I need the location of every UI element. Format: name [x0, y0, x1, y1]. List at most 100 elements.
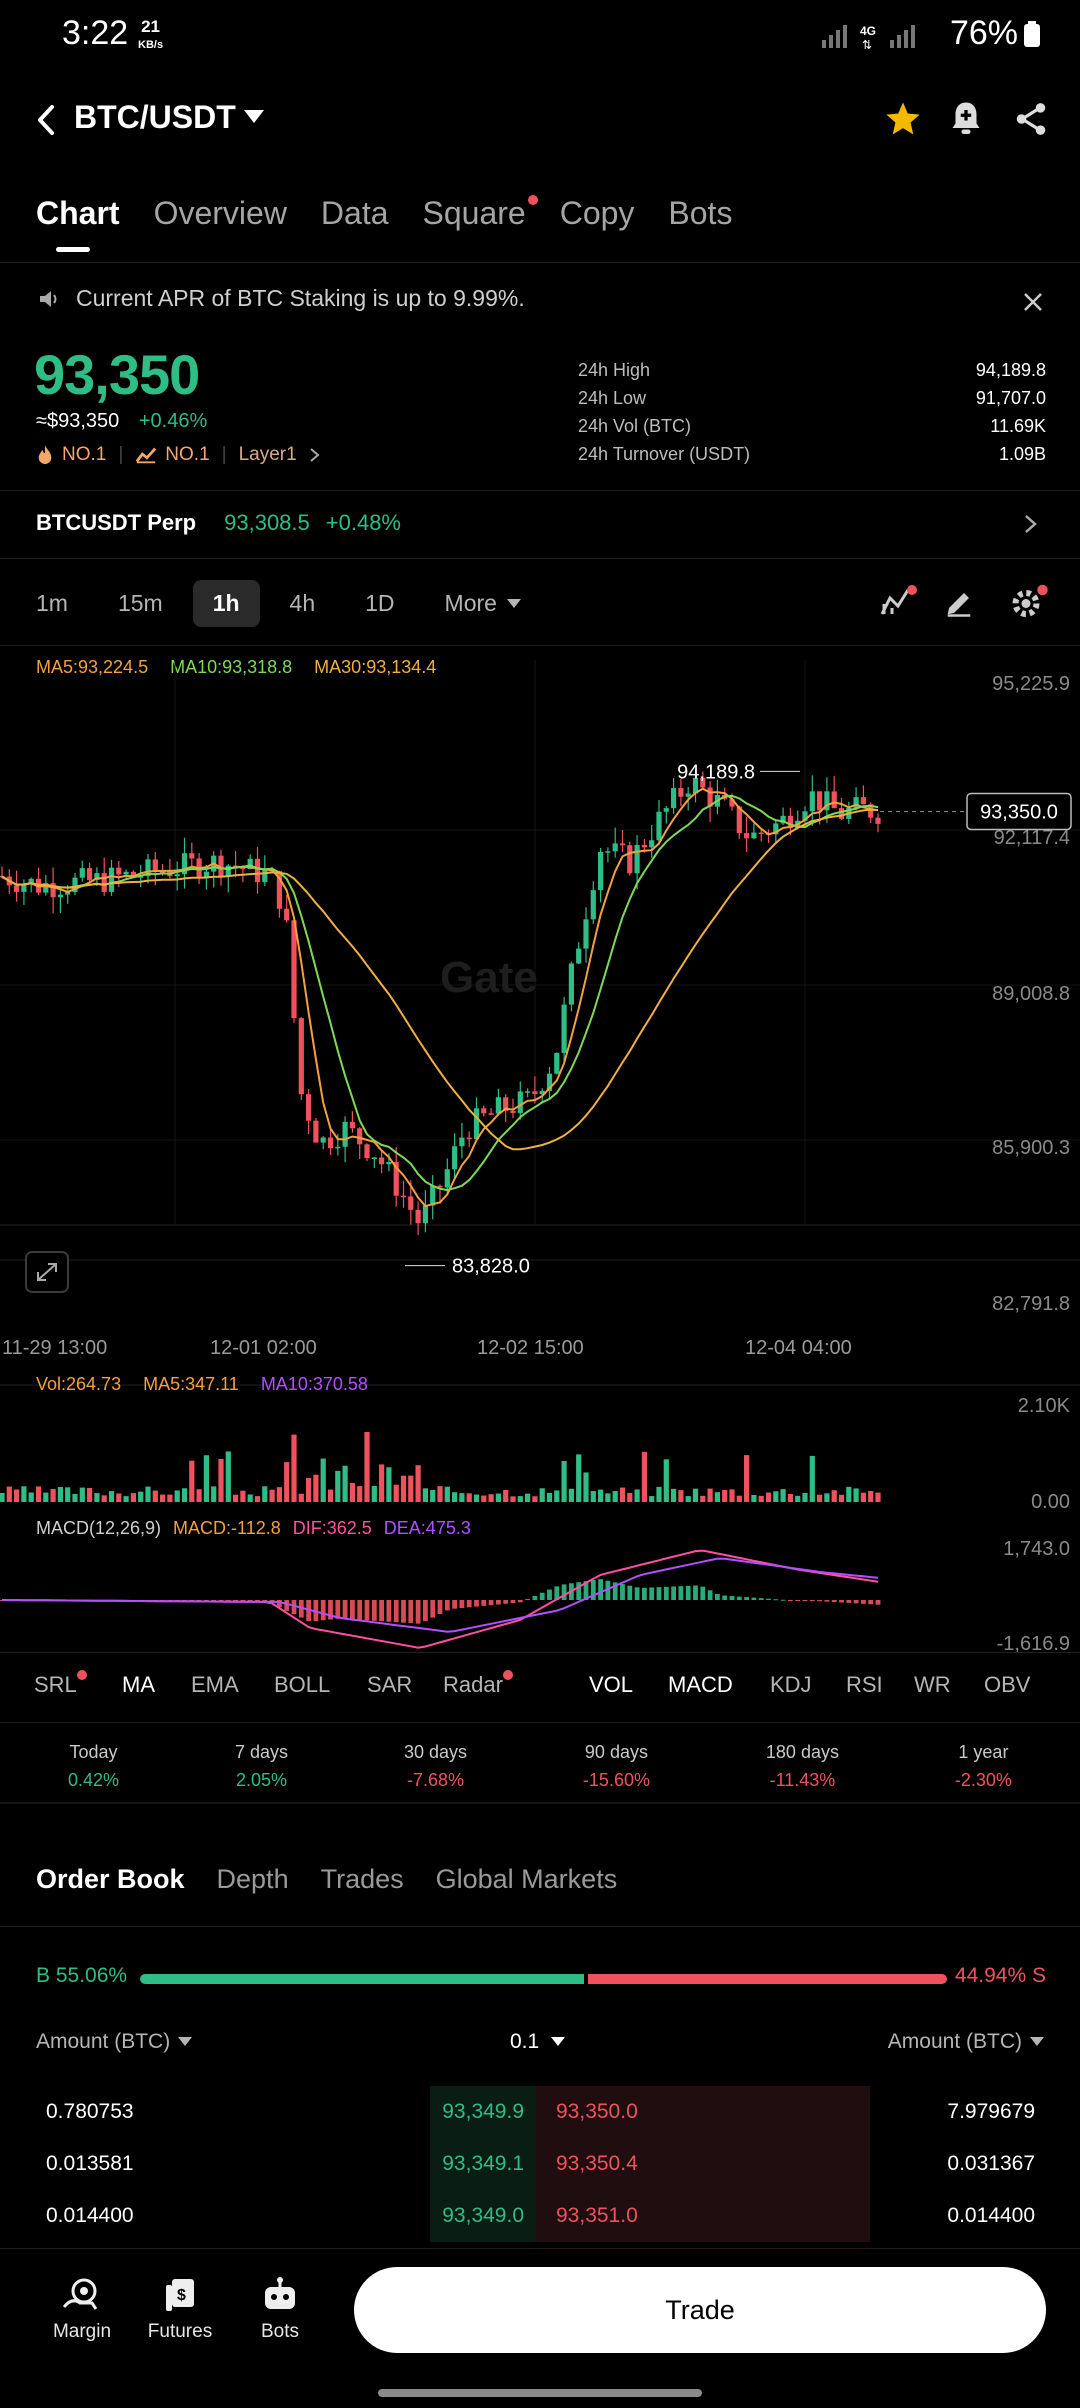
kline-chart[interactable]: Gate 95,225.9 92,117.4 89,008.8 85,900.3 82,…: [0, 640, 1080, 1660]
nav-futures[interactable]: $ Futures: [140, 2277, 220, 2343]
volume-bar: [400, 1475, 407, 1502]
volume-bar: [79, 1487, 85, 1502]
tab-global-markets[interactable]: Global Markets: [435, 1864, 618, 1894]
indicator-srl[interactable]: SRL: [34, 1670, 87, 1698]
indicator-boll[interactable]: BOLL: [274, 1672, 331, 1697]
back-arrow-icon[interactable]: [34, 103, 58, 137]
settings-gear-icon[interactable]: [1008, 584, 1050, 620]
candle: [634, 844, 640, 874]
volume-bar: [225, 1451, 231, 1502]
price-precision-select[interactable]: 0.1: [510, 2030, 566, 2054]
close-icon[interactable]: [1022, 291, 1044, 313]
trade-button[interactable]: Trade: [354, 2267, 1046, 2353]
candle: [444, 1169, 450, 1188]
interval-more[interactable]: More: [425, 580, 541, 627]
indicator-icon[interactable]: [878, 584, 918, 620]
interval-1h[interactable]: 1h: [192, 580, 260, 627]
perp-row[interactable]: BTCUSDT Perp 93,308.5 +0.48%: [36, 510, 401, 535]
indicator-vol[interactable]: VOL: [589, 1672, 634, 1697]
indicator-kdj[interactable]: KDJ: [770, 1672, 812, 1697]
volume-bar: [291, 1434, 297, 1502]
indicator-radar[interactable]: Radar: [443, 1670, 513, 1698]
tab-overview[interactable]: Overview: [153, 195, 287, 231]
chevron-right-icon[interactable]: [1024, 514, 1038, 534]
interval-4h[interactable]: 4h: [289, 590, 316, 616]
amount-unit-right[interactable]: Amount (BTC): [888, 2030, 1044, 2054]
macd-histogram-bar: [386, 1600, 392, 1622]
candle: [386, 1162, 392, 1165]
candle: [452, 1146, 458, 1170]
draw-pencil-icon[interactable]: [944, 588, 974, 618]
volume-bar: [101, 1495, 107, 1502]
volume-bar: [831, 1490, 837, 1502]
indicator-wr[interactable]: WR: [914, 1672, 951, 1697]
notice-banner[interactable]: Current APR of BTC Staking is up to 9.99…: [36, 285, 525, 312]
volume-bar: [707, 1488, 713, 1502]
indicator-ma[interactable]: MA: [122, 1672, 155, 1697]
candle: [28, 878, 34, 885]
pair-title[interactable]: BTC/USDT: [74, 99, 236, 135]
candle: [130, 871, 136, 877]
stats-labels: 24h High 24h Low 24h Vol (BTC) 24h Turno…: [578, 360, 751, 464]
tab-data[interactable]: Data: [320, 195, 389, 231]
interval-1d[interactable]: 1D: [365, 590, 395, 616]
period-7d: 7 days 2.05%: [234, 1742, 288, 1790]
volume-bar: [284, 1462, 290, 1502]
orderbook-row[interactable]: 0.780753 93,349.9 93,350.0 7.979679: [0, 2086, 1080, 2138]
macd-histogram-bar: [233, 1600, 238, 1601]
notification-dot: [502, 1670, 513, 1680]
indicator-rsi[interactable]: RSI: [846, 1672, 883, 1697]
candle: [546, 1073, 553, 1091]
candle: [79, 868, 85, 878]
macd-histogram-bar: [452, 1600, 457, 1609]
price-change: +0.46%: [138, 410, 208, 432]
bot-icon: [265, 2277, 295, 2309]
tab-bots[interactable]: Bots: [668, 195, 733, 231]
tab-depth[interactable]: Depth: [216, 1864, 289, 1894]
divider: [0, 1722, 1080, 1723]
amount-unit-left[interactable]: Amount (BTC): [36, 2030, 193, 2054]
macd-histogram-bar: [539, 1592, 545, 1600]
margin-icon: [62, 2278, 98, 2310]
interval-15m[interactable]: 15m: [117, 590, 163, 616]
macd-histogram-bar: [488, 1600, 494, 1606]
indicator-sar[interactable]: SAR: [367, 1672, 413, 1697]
indicator-ema[interactable]: EMA: [191, 1672, 239, 1697]
tab-square[interactable]: Square: [423, 195, 538, 252]
orderbook-row[interactable]: 0.013581 93,349.1 93,350.4 0.031367: [0, 2138, 1080, 2190]
candle: [641, 844, 647, 848]
orderbook-row[interactable]: 0.014400 93,349.0 93,351.0 0.014400: [0, 2190, 1080, 2242]
indicator-obv[interactable]: OBV: [984, 1672, 1031, 1697]
interval-1m[interactable]: 1m: [36, 590, 68, 616]
macd-histogram-bar: [284, 1600, 290, 1611]
volume-bar: [634, 1489, 640, 1502]
macd-histogram-bar: [240, 1600, 246, 1601]
status-bar: 3:22 21 KB/s 4G ⇅ 76%: [0, 0, 1080, 70]
tab-trades[interactable]: Trades: [320, 1864, 404, 1894]
volume-bar: [57, 1486, 63, 1502]
nav-bots[interactable]: Bots: [240, 2277, 320, 2343]
indicator-macd[interactable]: MACD: [668, 1672, 733, 1697]
alert-bell-icon[interactable]: [948, 99, 984, 139]
fullscreen-button[interactable]: [25, 1251, 69, 1293]
macd-histogram-bar: [642, 1587, 647, 1600]
volume-bar: [152, 1490, 158, 1502]
share-icon[interactable]: [1012, 99, 1050, 139]
sector-tag[interactable]: Layer1: [238, 444, 297, 465]
candle: [101, 873, 107, 892]
volume-bar: [751, 1494, 757, 1502]
volume-bar: [181, 1488, 188, 1502]
tab-chart[interactable]: Chart: [36, 195, 120, 252]
macd-histogram-bar: [379, 1600, 384, 1622]
macd-histogram-bar: [773, 1599, 779, 1601]
tab-order-book[interactable]: Order Book: [36, 1864, 185, 1894]
tab-copy[interactable]: Copy: [559, 195, 635, 231]
macd-histogram-bar: [875, 1600, 881, 1605]
divider: [0, 558, 1080, 559]
nav-margin[interactable]: Margin: [42, 2277, 122, 2343]
macd-histogram-bar: [291, 1600, 297, 1615]
dropdown-icon[interactable]: [244, 110, 264, 124]
macd-histogram-bar: [824, 1600, 830, 1602]
volume-bar: [554, 1490, 560, 1502]
star-icon[interactable]: [884, 100, 922, 138]
